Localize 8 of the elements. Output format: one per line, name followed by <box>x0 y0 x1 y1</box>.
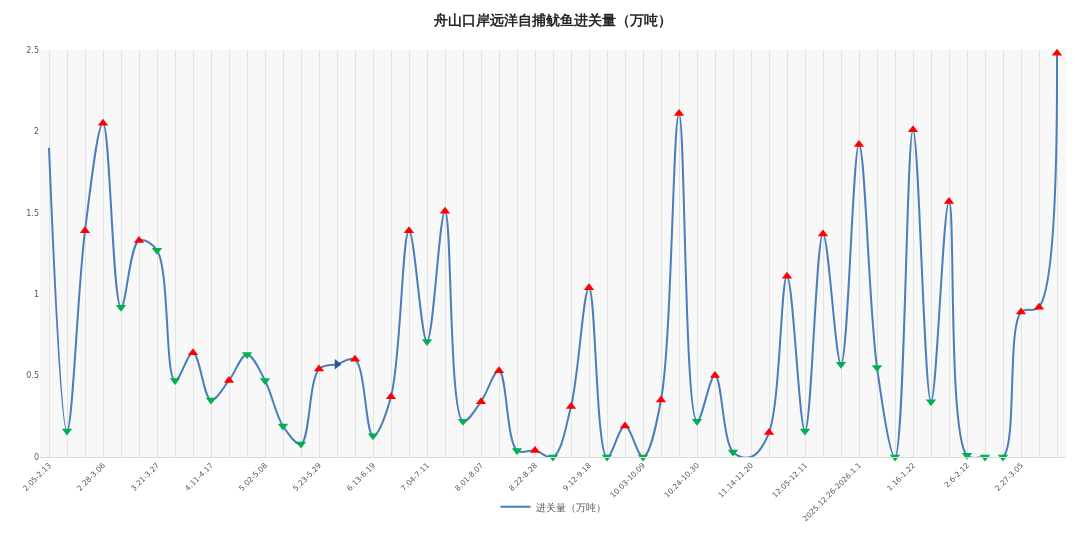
y-tick-label: 0 <box>33 452 39 462</box>
y-tick-label: 2.5 <box>26 45 39 55</box>
y-tick-label: 0.5 <box>26 371 39 381</box>
chart-title: 舟山口岸远洋自捕鱿鱼进关量（万吨） <box>433 11 672 28</box>
y-tick-label: 2 <box>33 127 39 137</box>
y-tick-label: 1 <box>33 290 39 299</box>
legend-label: 进关量（万吨） <box>535 501 606 513</box>
y-tick-label: 1.5 <box>26 208 39 218</box>
